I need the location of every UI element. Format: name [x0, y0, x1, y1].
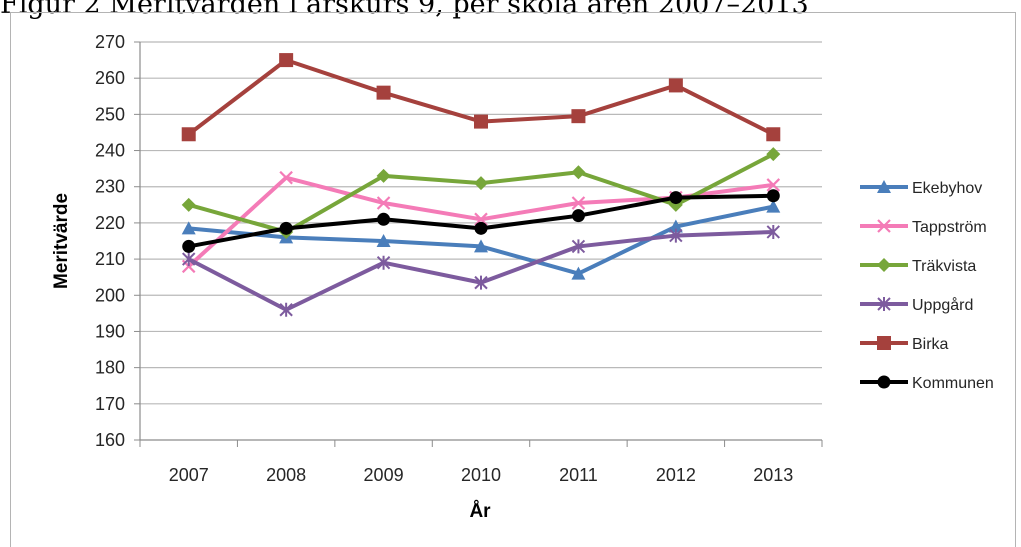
data-point-uppgård	[182, 252, 196, 267]
data-point-kommunen	[377, 212, 391, 226]
legend-marker-träkvista	[877, 258, 891, 272]
y-axis-title: Meritvärde	[51, 193, 72, 289]
legend-marker-birka	[877, 336, 891, 350]
data-point-uppgård	[279, 302, 293, 317]
x-tick-label: 2009	[364, 465, 404, 485]
data-point-kommunen	[474, 221, 488, 235]
legend-label-kommunen: Kommunen	[912, 375, 994, 392]
y-tick-label: 180	[95, 358, 125, 378]
data-point-ekebyhov	[376, 234, 391, 247]
data-point-kommunen	[669, 191, 683, 205]
legend-marker-ekebyhov	[877, 180, 891, 193]
legend-label-ekebyhov: Ekebyhov	[912, 180, 982, 197]
data-point-uppgård	[376, 255, 391, 270]
data-point-ekebyhov	[766, 199, 781, 213]
y-tick-label: 230	[95, 177, 125, 197]
x-tick-label: 2008	[266, 465, 306, 485]
y-tick-label: 210	[95, 249, 125, 269]
y-tick-label: 160	[95, 430, 125, 450]
data-point-träkvista	[766, 147, 781, 162]
data-point-ekebyhov	[668, 219, 683, 233]
axes: 160 170 180 190 200 210 220 230 240 250 260 270 2007…	[95, 32, 823, 485]
data-point-birka	[668, 78, 683, 93]
data-point-birka	[474, 114, 488, 129]
y-tick-label: 250	[95, 104, 125, 124]
data-point-träkvista	[474, 176, 488, 191]
data-point-birka	[279, 53, 294, 68]
legend-label-tappström: Tappström	[912, 219, 987, 236]
data-point-kommunen	[279, 221, 293, 235]
legend-label-uppgård: Uppgård	[912, 296, 973, 314]
y-tick-label: 260	[95, 68, 125, 88]
data-point-ekebyhov	[181, 221, 196, 235]
data-point-kommunen	[182, 239, 196, 253]
data-point-träkvista	[376, 168, 391, 183]
data-point-kommunen	[766, 189, 780, 203]
chart-frame	[10, 12, 1016, 547]
data-point-uppgård	[669, 228, 683, 243]
data-point-ekebyhov	[474, 239, 488, 253]
x-tick-label: 2010	[461, 465, 501, 485]
x-tick-label: 2011	[559, 465, 598, 485]
data-point-tappström	[376, 196, 391, 210]
page-title: Figur 2 Meritvärden i årskurs 9, per sko…	[0, 0, 809, 20]
y-tick-label: 200	[95, 285, 125, 305]
y-tick-label: 240	[95, 141, 125, 161]
legend-label-träkvista: Träkvista	[912, 258, 976, 275]
x-tick-label: 2007	[169, 465, 209, 485]
gridlines	[140, 41, 822, 405]
data-point-birka	[766, 127, 781, 142]
x-axis-title: År	[469, 501, 491, 522]
y-tick-label: 190	[95, 321, 125, 341]
legend: Ekebyhov Tappström Träkvista Uppgård Birka Ko…	[860, 180, 994, 392]
data-point-uppgård	[766, 224, 780, 239]
data-point-birka	[181, 127, 196, 142]
data-point-tappström	[279, 170, 293, 185]
legend-label-birka: Birka	[912, 336, 949, 353]
data-point-kommunen	[571, 209, 585, 223]
y-tick-label: 220	[95, 213, 125, 233]
legend-marker-tappström	[877, 219, 891, 233]
y-tick-label: 170	[95, 394, 125, 414]
data-point-uppgård	[474, 275, 488, 290]
data-point-träkvista	[181, 197, 196, 212]
data-point-tappström	[766, 178, 781, 192]
data-point-birka	[376, 85, 391, 100]
data-point-ekebyhov	[571, 266, 586, 280]
data-point-uppgård	[571, 239, 586, 254]
y-tick-label: 270	[95, 32, 125, 52]
series-lines	[181, 53, 781, 317]
data-point-birka	[571, 109, 586, 124]
x-tick-label: 2013	[753, 465, 793, 485]
data-point-träkvista	[571, 165, 586, 180]
legend-marker-kommunen	[877, 375, 891, 389]
x-tick-label: 2012	[656, 465, 696, 485]
data-point-tappström	[571, 196, 586, 210]
legend-marker-uppgård	[877, 297, 891, 311]
